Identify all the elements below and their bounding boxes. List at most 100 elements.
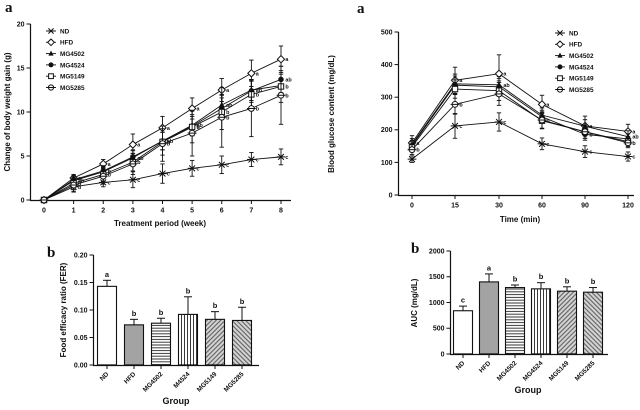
panel-auc: b 0 500 1000 1500 2000 c ND a HFD b MG4502 b MG4524 b… [320, 240, 640, 410]
bar-MG5149 [204, 318, 226, 366]
category-label: MG4502 [496, 360, 519, 383]
svg-text:a: a [503, 72, 507, 78]
category-label: ND [455, 360, 467, 372]
category-label: MG4502 [142, 371, 165, 394]
svg-text:a: a [256, 71, 260, 77]
svg-text:b: b [167, 140, 171, 146]
sig-letter: b [186, 286, 191, 295]
svg-text:HFD: HFD [569, 42, 583, 49]
bar-MG4524 [530, 288, 552, 355]
bar-group-MG5285: b MG5285 [223, 297, 253, 394]
svg-text:MG5285: MG5285 [569, 87, 594, 94]
x-axis-title: Group [515, 385, 542, 395]
svg-text:1000: 1000 [429, 300, 445, 307]
svg-text:c: c [256, 158, 259, 164]
svg-text:b: b [226, 115, 230, 121]
svg-text:c: c [197, 166, 200, 172]
svg-text:c: c [589, 150, 592, 156]
svg-text:0.05: 0.05 [74, 335, 88, 342]
bar-MG5285 [582, 291, 604, 355]
fer-bar-chart: 0.00 0.05 0.10 0.15 0.20 a ND b HFD b MG4502 b M4524… [59, 252, 259, 406]
sig-letter: b [240, 297, 245, 306]
x-axis-tick-labels: 0 1 2 3 4 5 6 7 8 [42, 208, 283, 215]
category-label: ND [99, 371, 111, 383]
bar-HFD [478, 281, 500, 355]
y-axis-title: Change of body weight gain (g) [3, 52, 12, 171]
svg-text:1: 1 [72, 208, 76, 215]
svg-text:200: 200 [381, 127, 393, 134]
bar-group-MG4502: b MG4502 [496, 274, 526, 383]
bar-group-MG5149: b MG5149 [196, 301, 226, 394]
bar-group-HFD: a HFD [478, 263, 500, 374]
svg-text:b: b [459, 102, 463, 108]
svg-text:500: 500 [381, 29, 393, 36]
svg-text:b: b [256, 106, 260, 112]
bar-group-ND: a ND [96, 270, 118, 383]
sig-letter: b [591, 277, 596, 286]
svg-text:c: c [137, 178, 140, 184]
bar-group-MG5285: b MG5285 [574, 277, 604, 383]
svg-text:b: b [416, 148, 420, 154]
svg-text:60: 60 [538, 203, 546, 210]
bar-ND [96, 285, 118, 366]
svg-text:c: c [503, 120, 506, 126]
svg-text:ND: ND [60, 28, 70, 35]
svg-text:b: b [167, 142, 171, 148]
svg-text:5: 5 [190, 208, 194, 215]
svg-text:c: c [546, 142, 549, 148]
svg-text:0.15: 0.15 [74, 280, 88, 287]
panel-body-weight-gain: a 0 5 10 15 20 0 1 2 3 4 5 6 7 8 b c c c c c c c a a a a a a a a ab ab a… [0, 0, 320, 240]
axes: 0 500 1000 1500 2000 [429, 248, 608, 358]
legend-item-HFD: HFD [46, 38, 74, 47]
svg-text:100: 100 [381, 160, 393, 167]
axes: 0.00 0.05 0.10 0.15 0.20 [74, 252, 259, 369]
bar-HFD [123, 324, 145, 366]
svg-text:b: b [197, 125, 201, 131]
category-label: MG4524 [522, 360, 545, 383]
svg-text:ab: ab [256, 88, 263, 94]
category-label: MG5285 [223, 371, 246, 394]
svg-text:b: b [108, 172, 112, 178]
svg-text:ab: ab [503, 83, 510, 89]
svg-text:15: 15 [451, 203, 459, 210]
bar-ND [452, 310, 474, 355]
series-MG5285: b b b [407, 82, 636, 156]
x-axis-title: Group [163, 396, 190, 406]
svg-text:c: c [285, 155, 288, 161]
svg-text:4: 4 [161, 208, 165, 215]
svg-text:MG4502: MG4502 [60, 51, 85, 58]
sig-letter: b [539, 272, 544, 281]
svg-text:b: b [256, 92, 260, 98]
svg-text:MG4524: MG4524 [60, 62, 85, 69]
bar-group-HFD: b HFD [123, 309, 145, 385]
svg-text:a: a [459, 78, 463, 84]
category-label: MG5285 [574, 360, 597, 383]
bar-group-MG4524: b MG4524 [522, 272, 552, 383]
svg-text:MG4502: MG4502 [569, 53, 594, 60]
sig-letter: b [565, 276, 570, 285]
bar-group-M4524: b M4524 [172, 286, 199, 390]
y-axis-title: Food efficacy ratio (FER) [59, 262, 68, 357]
bar-MG4502 [150, 322, 172, 366]
svg-text:500: 500 [433, 326, 445, 333]
panel-label: b [411, 241, 420, 257]
svg-text:0: 0 [441, 351, 445, 358]
svg-text:a: a [416, 141, 420, 147]
bar-MG4502 [504, 287, 526, 355]
svg-text:15: 15 [17, 65, 25, 72]
svg-text:ND: ND [569, 30, 579, 37]
category-label: MG5149 [196, 371, 219, 394]
svg-text:ab: ab [78, 179, 85, 185]
svg-text:ab: ab [632, 135, 639, 141]
y-axis-title: AUC (mg/dL) [410, 278, 419, 327]
x-axis-title: Treatment period (week) [114, 219, 206, 228]
sig-letter: b [213, 301, 218, 310]
svg-text:c: c [459, 124, 462, 130]
svg-text:5: 5 [21, 153, 25, 160]
legend-item-ND: ND [46, 28, 70, 35]
svg-text:0: 0 [42, 208, 46, 215]
svg-text:b: b [197, 124, 201, 130]
svg-text:b: b [632, 141, 636, 147]
